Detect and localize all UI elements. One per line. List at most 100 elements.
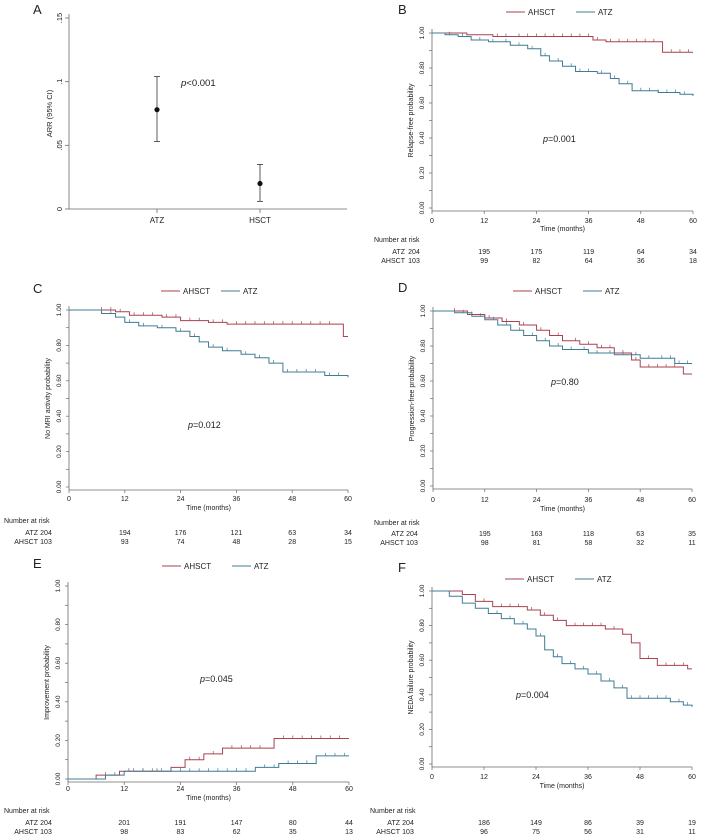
risk-count: 80 <box>289 820 297 827</box>
risk-count: 11 <box>688 540 695 547</box>
x-tick-label: 12 <box>480 774 488 781</box>
risk-row-label: ATZ <box>25 820 38 827</box>
x-tick-label: 24 <box>533 497 541 504</box>
panel-b: B 0.00 0.20 0.40 0.60 0.80 1.00 Relapse-free pr… <box>374 2 697 265</box>
risk-table-title: Number at risk <box>374 520 420 527</box>
risk-count: 98 <box>481 540 489 547</box>
y-tick-label: 0.80 <box>419 61 426 74</box>
x-tick-label: 0 <box>66 786 70 793</box>
x-tick-label: 0 <box>431 497 435 504</box>
y-tick-label: 0.20 <box>56 445 63 458</box>
y-tick-label: 0 <box>55 207 64 211</box>
y-tick-label: 0.40 <box>419 688 426 701</box>
risk-count: 186 <box>478 820 490 827</box>
y-tick-label: 0.80 <box>420 339 427 352</box>
legend-label: ATZ <box>605 287 620 296</box>
legend-label: AHSCT <box>527 575 554 584</box>
risk-count: 44 <box>345 820 353 827</box>
x-tick-label: 36 <box>585 218 593 225</box>
legend-label: ATZ <box>243 287 258 296</box>
x-tick-label: 60 <box>344 496 352 503</box>
risk-count: 103 <box>40 829 52 836</box>
risk-count: 194 <box>119 530 131 537</box>
y-tick-label: .15 <box>55 13 64 23</box>
p-value: =0.004 <box>521 690 549 700</box>
x-tick-label: 60 <box>689 218 697 225</box>
risk-count: 63 <box>288 530 296 537</box>
legend-label: ATZ <box>598 8 613 17</box>
risk-count: 56 <box>584 829 592 836</box>
panel-letter: E <box>33 556 42 571</box>
y-tick-label: 1.00 <box>55 579 62 592</box>
panel-letter: C <box>33 281 42 296</box>
y-tick-label: 0.80 <box>55 618 62 631</box>
x-tick-label: 48 <box>636 497 644 504</box>
risk-count: 39 <box>636 820 644 827</box>
x-tick-label: HSCT <box>249 216 271 225</box>
p-value-label: p=0.80 <box>550 377 579 387</box>
risk-count: 149 <box>530 820 542 827</box>
risk-count: 147 <box>231 820 243 827</box>
y-tick-label: .05 <box>55 140 64 150</box>
x-tick-label: 0 <box>430 774 434 781</box>
x-tick-label: 36 <box>584 774 592 781</box>
x-tick-label: 0 <box>430 218 434 225</box>
risk-row-label: AHSCT <box>376 829 400 836</box>
x-tick-label: 12 <box>481 497 489 504</box>
risk-count: 204 <box>40 820 52 827</box>
risk-count: 34 <box>344 530 352 537</box>
y-tick-label: 1.00 <box>419 26 426 39</box>
risk-count: 103 <box>402 829 414 836</box>
risk-count: 103 <box>40 539 52 546</box>
x-tick-label: 60 <box>688 774 696 781</box>
risk-count: 18 <box>689 258 697 265</box>
legend-label: AHSCT <box>184 562 211 571</box>
risk-count: 195 <box>479 531 491 538</box>
risk-count: 204 <box>408 249 420 256</box>
risk-count: 98 <box>120 829 128 836</box>
km-curve-atz <box>432 32 694 96</box>
risk-row-label: AHSCT <box>14 829 38 836</box>
x-axis-label: Time (months) <box>540 506 585 513</box>
y-tick-label: 0.00 <box>55 772 62 785</box>
panel-a: A 0 .05 .1 .15 ARR (95% CI) ATZ HSCT p<0.001 <box>33 2 347 225</box>
risk-count: 64 <box>637 249 645 256</box>
panel-f: F 0.00 0.20 0.40 0.60 0.80 1.00 NEDA failure pr… <box>370 560 696 836</box>
x-tick-label: 48 <box>288 496 296 503</box>
km-curve-atz <box>432 590 693 707</box>
x-tick-label: 36 <box>233 496 241 503</box>
p-value: <0.001 <box>186 78 215 89</box>
x-tick-label: 24 <box>532 774 540 781</box>
y-axis-label: No MRI activity probability <box>45 358 52 439</box>
y-tick-label: .1 <box>55 79 64 85</box>
point-estimate <box>257 180 263 187</box>
y-tick-label: 1.00 <box>419 584 426 597</box>
risk-count: 83 <box>177 829 185 836</box>
risk-count: 75 <box>532 829 540 836</box>
y-tick-label: 0.80 <box>419 619 426 632</box>
risk-count: 62 <box>233 829 241 836</box>
y-tick-label: 0.20 <box>55 734 62 747</box>
p-value-label: p=0.004 <box>515 690 549 700</box>
risk-row-label: ATZ <box>387 820 400 827</box>
risk-table-title: Number at risk <box>370 808 416 815</box>
y-tick-label: 0.00 <box>419 757 426 770</box>
risk-count: 31 <box>636 829 644 836</box>
risk-count: 176 <box>175 530 187 537</box>
x-tick-label: 24 <box>533 218 541 225</box>
p-value: =0.012 <box>193 420 221 430</box>
y-tick-label: 0.40 <box>419 131 426 144</box>
risk-count: 63 <box>636 531 644 538</box>
x-tick-label: 12 <box>480 218 488 225</box>
risk-table-title: Number at risk <box>4 518 50 525</box>
x-tick-label: 12 <box>120 786 128 793</box>
risk-count: 36 <box>637 258 645 265</box>
risk-row-label: ATZ <box>392 249 405 256</box>
km-curve-ahsct <box>68 737 349 780</box>
risk-count: 35 <box>688 531 696 538</box>
risk-count: 195 <box>478 249 490 256</box>
y-axis-label: Relapse-free probability <box>408 83 415 157</box>
panel-letter: A <box>33 2 42 17</box>
risk-count: 103 <box>408 258 420 265</box>
